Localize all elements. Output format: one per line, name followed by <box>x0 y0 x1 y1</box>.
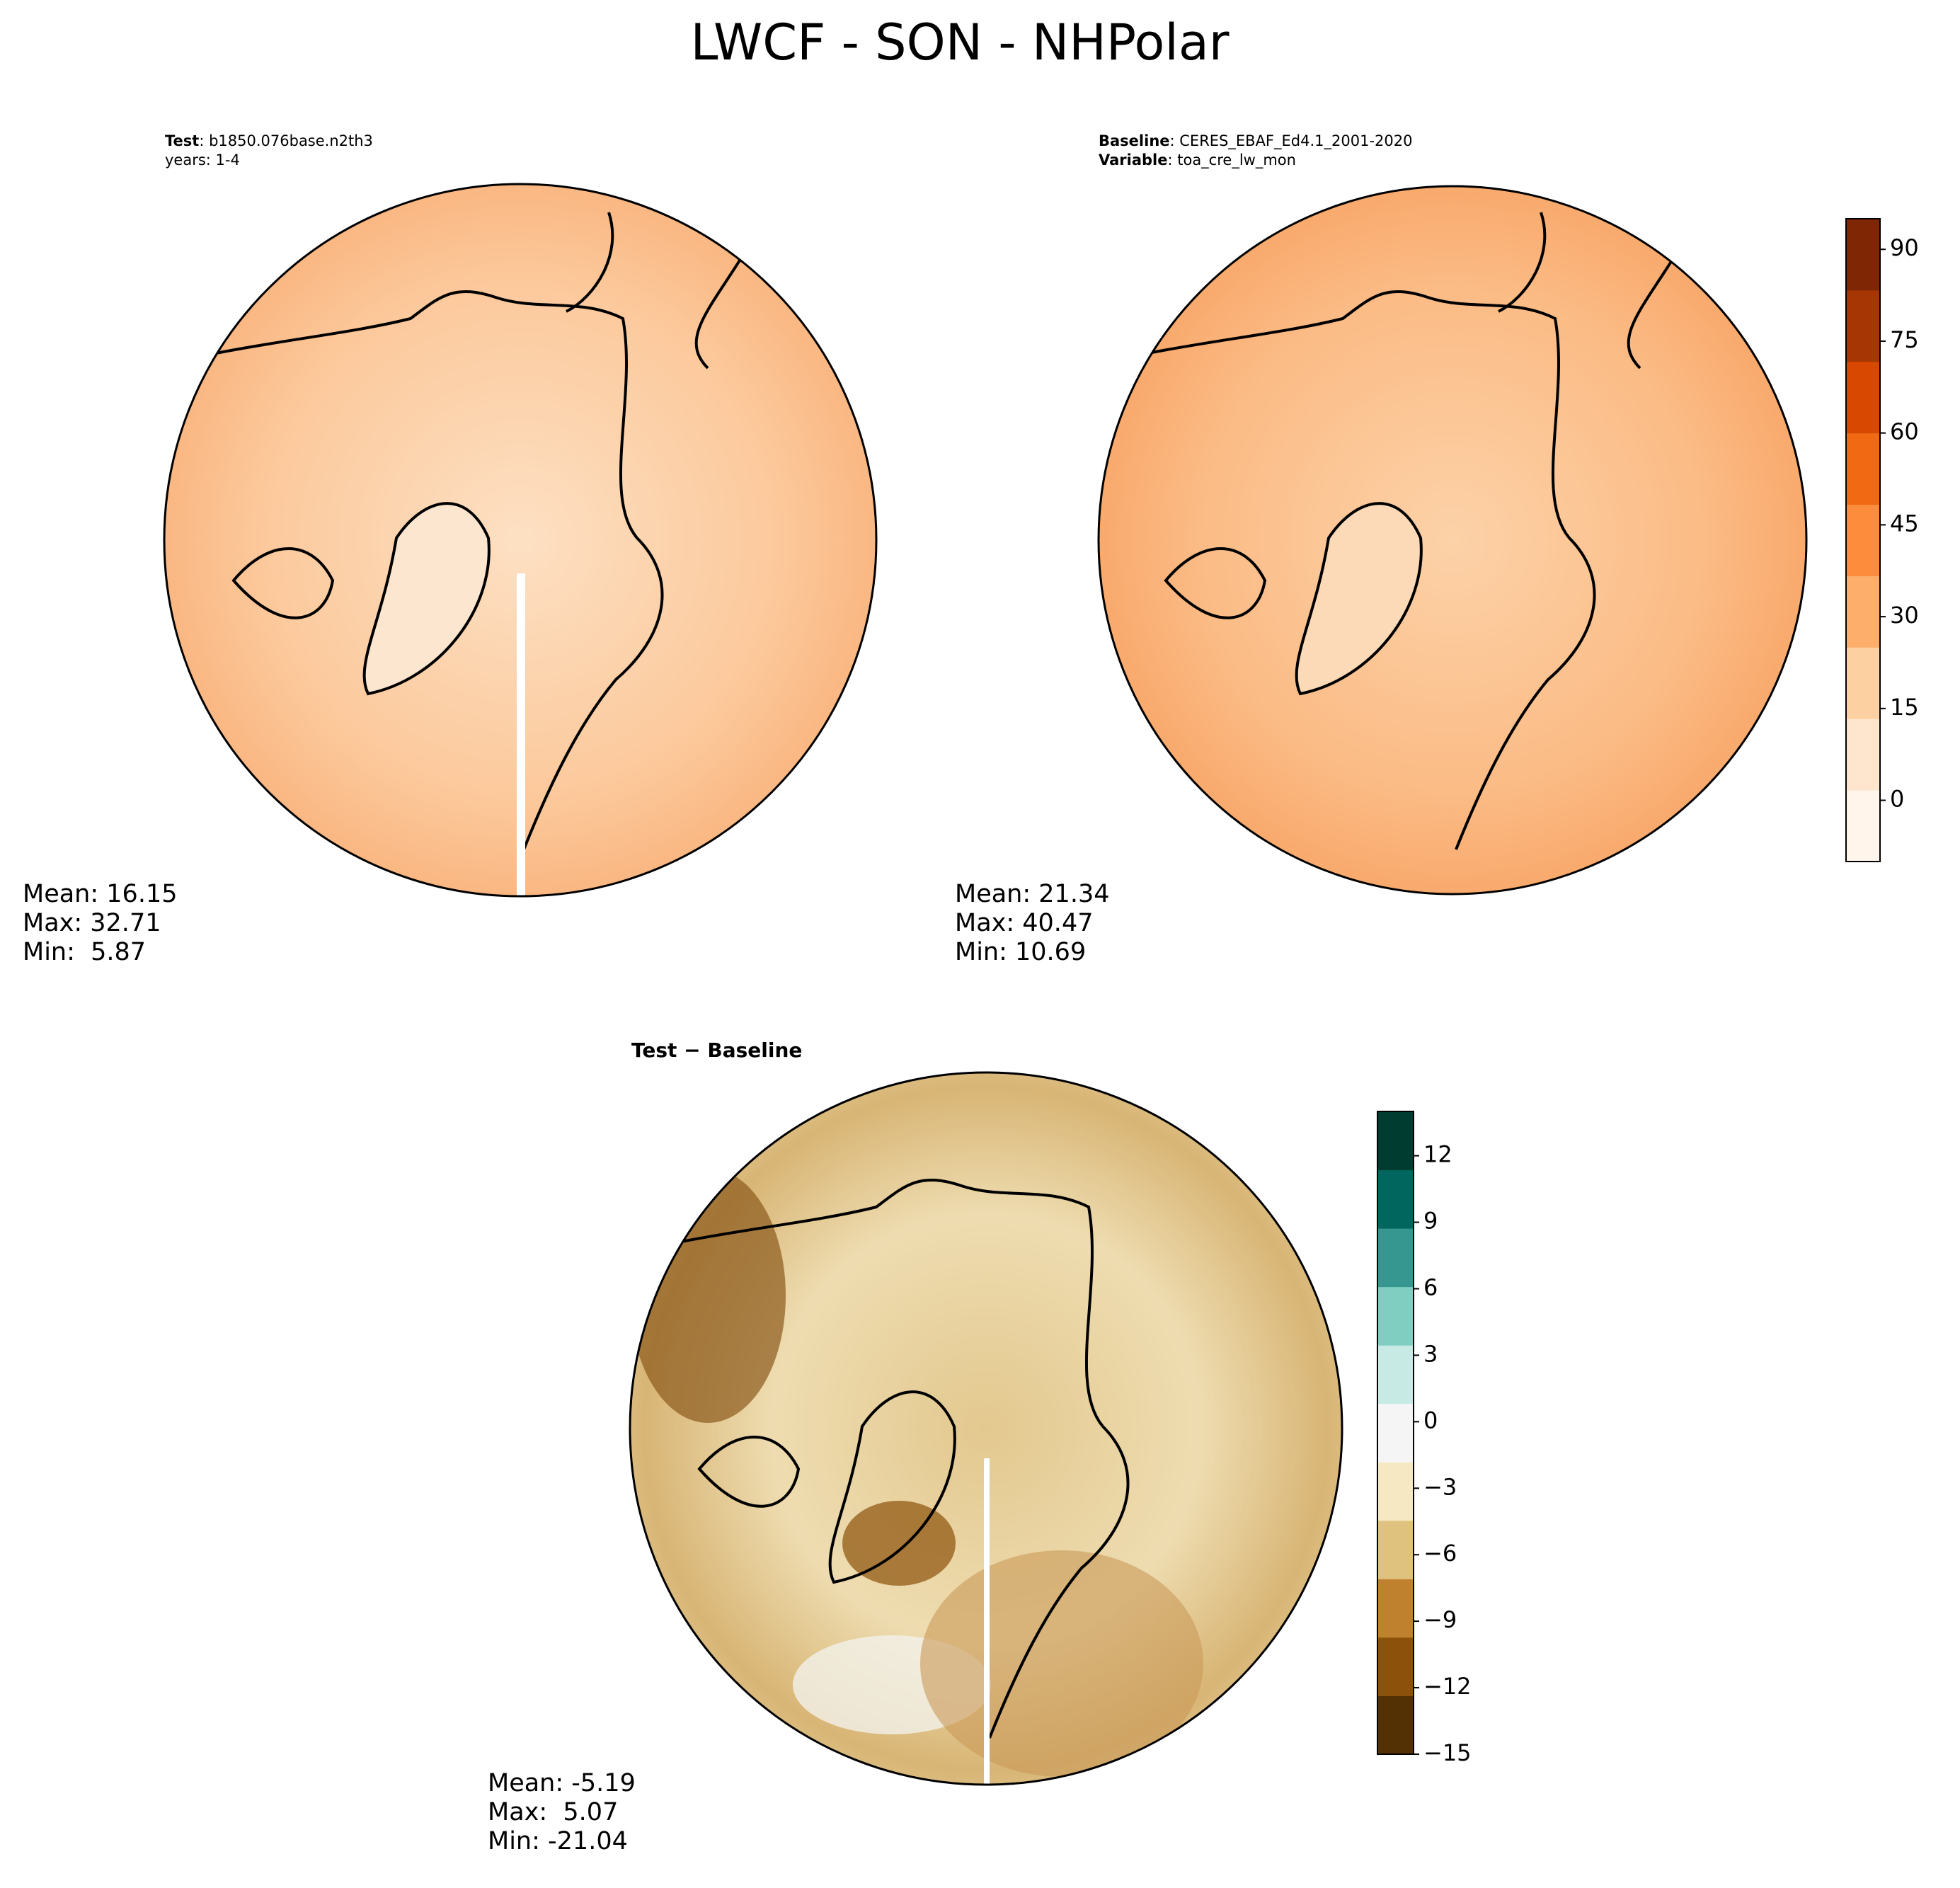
colorbar-tick-label: 0 <box>1423 1407 1438 1434</box>
colorbar-tick-label: 3 <box>1423 1340 1438 1367</box>
panel-stat: Max: 32.71 <box>23 909 161 937</box>
colorbar-tick-label: 75 <box>1890 326 1919 353</box>
panel-stat: Mean: 16.15 <box>23 880 177 908</box>
colorbar-tick-label: −3 <box>1423 1473 1457 1500</box>
colorbar-segment <box>1377 1403 1414 1463</box>
colorbar-tick-label: 6 <box>1423 1274 1438 1300</box>
colorbar-tick-label: −15 <box>1423 1739 1472 1766</box>
colorbar-segment <box>1377 1345 1414 1404</box>
colorbar-tick-label: −6 <box>1423 1540 1457 1567</box>
panel-stat: Max: 5.07 <box>488 1798 618 1826</box>
colorbar-segment <box>1846 290 1880 362</box>
colorbar-segment <box>1377 1520 1414 1579</box>
panel-stat: Max: 40.47 <box>955 909 1093 937</box>
header-text: : toa_cre_lw_mon <box>1167 151 1295 169</box>
header-text: : b1850.076base.n2th3 <box>199 132 373 149</box>
colorbar-segment <box>1377 1462 1414 1521</box>
map-test <box>163 183 878 899</box>
panel-header: Baseline: CERES_EBAF_Ed4.1_2001-2020 <box>1099 132 1412 150</box>
colorbar-tick-label: 90 <box>1890 234 1919 261</box>
panel-stat: Mean: -5.19 <box>488 1769 636 1797</box>
colorbar-segment <box>1377 1579 1414 1638</box>
colorbar-segment <box>1377 1637 1414 1696</box>
panel-header: Test − Baseline <box>631 1039 802 1062</box>
panel-header: Variable: toa_cre_lw_mon <box>1099 151 1296 169</box>
colorbar-segment <box>1377 1695 1414 1755</box>
panel-stat: Min: 10.69 <box>955 938 1086 966</box>
colorbar-segment <box>1377 1111 1414 1171</box>
colorbar-segment <box>1846 504 1880 576</box>
colorbar-tick-label: 45 <box>1890 510 1919 537</box>
colorbar-segment <box>1377 1286 1414 1346</box>
header-key: Baseline <box>1099 132 1170 149</box>
figure-title: LWCF - SON - NHPolar <box>690 13 1229 71</box>
colorbar-segment <box>1846 361 1880 434</box>
header-key: Variable <box>1099 151 1167 168</box>
panel-header: years: 1-4 <box>165 151 240 168</box>
colorbar-frame <box>1845 218 1881 862</box>
colorbar-tick-label: 15 <box>1890 694 1919 721</box>
colorbar-tick-label: 60 <box>1890 418 1919 445</box>
panel-header: Test: b1850.076base.n2th3 <box>165 132 373 149</box>
colorbar-tick-label: 30 <box>1890 602 1919 629</box>
map-difference <box>629 1071 1343 1786</box>
panel-stat: Min: 5.87 <box>23 938 146 966</box>
colorbar-segment <box>1377 1169 1414 1229</box>
colorbar-tick-label: 9 <box>1423 1208 1438 1235</box>
header-key: Test − Baseline <box>631 1039 802 1062</box>
colorbar-segment <box>1846 719 1880 791</box>
panel-stat: Mean: 21.34 <box>955 880 1109 908</box>
map-baseline <box>1097 185 1808 896</box>
colorbar-segment <box>1846 647 1880 719</box>
colorbar-segment <box>1377 1228 1414 1288</box>
header-text: : CERES_EBAF_Ed4.1_2001-2020 <box>1170 132 1413 150</box>
colorbar-segment <box>1846 433 1880 505</box>
colorbar-tick-label: 12 <box>1423 1141 1452 1168</box>
colorbar-tick-label: 0 <box>1890 786 1904 813</box>
colorbar-tick-label: −12 <box>1423 1673 1472 1700</box>
header-key: Test <box>165 132 199 149</box>
colorbar-frame <box>1377 1111 1414 1755</box>
colorbar-segment <box>1846 219 1880 291</box>
header-text: years: 1-4 <box>165 151 240 168</box>
colorbar-segment <box>1846 790 1880 862</box>
colorbar-segment <box>1846 576 1880 648</box>
colorbar-tick-label: −9 <box>1423 1606 1457 1633</box>
panel-stat: Min: -21.04 <box>488 1827 628 1855</box>
